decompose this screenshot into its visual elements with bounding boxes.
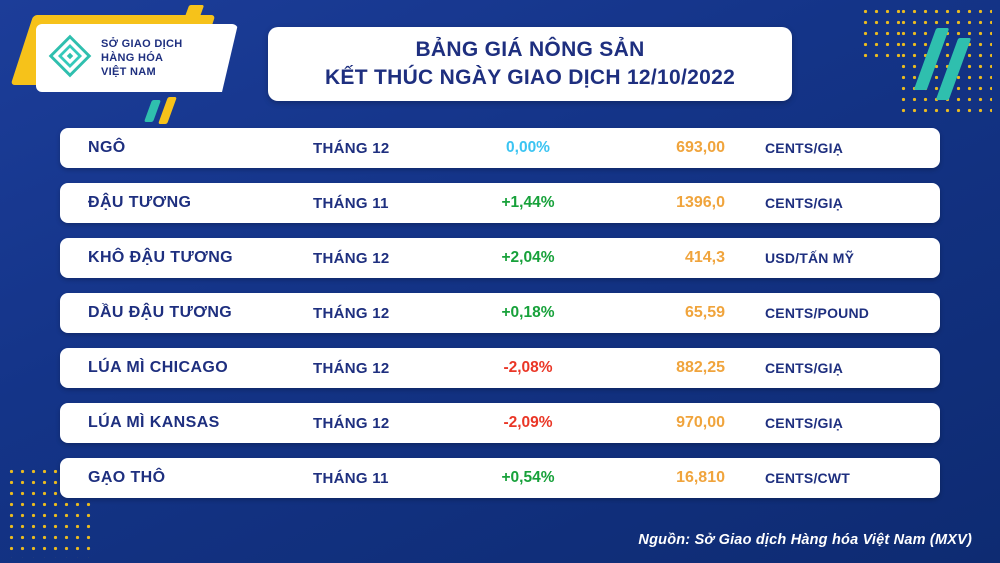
commodity-name: DẦU ĐẬU TƯƠNG — [88, 304, 233, 321]
price-unit: CENTS/GIẠ — [765, 140, 844, 156]
change-percent: -2,08% — [503, 359, 553, 376]
table-row: GẠO THÔ THÁNG 11 +0,54% 16,810 CENTS/CWT — [60, 458, 940, 498]
commodity-name: LÚA MÌ KANSAS — [88, 414, 220, 431]
price-value: 1396,0 — [676, 194, 725, 211]
change-percent: +1,44% — [501, 194, 555, 211]
contract-month: THÁNG 11 — [313, 194, 389, 212]
contract-month: THÁNG 12 — [313, 139, 390, 157]
org-name-line1: SỞ GIAO DỊCH — [101, 37, 183, 50]
change-percent: -2,09% — [503, 414, 553, 431]
yellow-slash-decoration — [158, 97, 177, 124]
price-value: 882,25 — [676, 359, 725, 376]
contract-month: THÁNG 12 — [313, 304, 390, 322]
table-row: DẦU ĐẬU TƯƠNG THÁNG 12 +0,18% 65,59 CENT… — [60, 293, 940, 333]
change-percent: +2,04% — [501, 249, 555, 266]
table-row: NGÔ THÁNG 12 0,00% 693,00 CENTS/GIẠ — [60, 128, 940, 168]
table-row: KHÔ ĐẬU TƯƠNG THÁNG 12 +2,04% 414,3 USD/… — [60, 238, 940, 278]
price-unit: CENTS/GIẠ — [765, 195, 844, 211]
org-name-line2: HÀNG HÓA — [101, 51, 164, 64]
contract-month: THÁNG 11 — [313, 469, 389, 487]
table-row: LÚA MÌ CHICAGO THÁNG 12 -2,08% 882,25 CE… — [60, 348, 940, 388]
page-title-line1: BẢNG GIÁ NÔNG SẢN — [415, 38, 645, 61]
title-box: BẢNG GIÁ NÔNG SẢN KẾT THÚC NGÀY GIAO DỊC… — [268, 27, 792, 101]
change-percent: +0,18% — [501, 304, 555, 321]
mxv-diamond-logo-icon — [48, 34, 92, 83]
price-value: 65,59 — [684, 304, 725, 321]
contract-month: THÁNG 12 — [313, 359, 390, 377]
source-text: Nguồn: Sở Giao dịch Hàng hóa Việt Nam (M… — [638, 532, 972, 548]
commodity-name: ĐẬU TƯƠNG — [88, 194, 192, 211]
price-table: NGÔ THÁNG 12 0,00% 693,00 CENTS/GIẠ ĐẬU … — [60, 128, 940, 498]
commodity-name: NGÔ — [88, 139, 126, 156]
price-value: 970,00 — [676, 414, 725, 431]
teal-slash-decoration — [143, 100, 162, 122]
contract-month: THÁNG 12 — [313, 414, 390, 432]
change-percent: 0,00% — [506, 139, 550, 156]
price-unit: CENTS/GIẠ — [765, 360, 844, 376]
price-unit: CENTS/GIẠ — [765, 415, 844, 431]
commodity-name: LÚA MÌ CHICAGO — [88, 359, 229, 376]
contract-month: THÁNG 12 — [313, 249, 390, 267]
mxv-logo-band: SỞ GIAO DỊCH HÀNG HÓA VIỆT NAM — [10, 15, 238, 92]
page-title-line2: KẾT THÚC NGÀY GIAO DỊCH 12/10/2022 — [324, 66, 736, 89]
commodity-name: KHÔ ĐẬU TƯƠNG — [88, 249, 234, 266]
price-unit: CENTS/CWT — [765, 470, 851, 486]
org-name-line3: VIỆT NAM — [101, 66, 156, 79]
change-percent: +0,54% — [501, 469, 555, 486]
price-unit: CENTS/POUND — [765, 305, 870, 321]
table-row: LÚA MÌ KANSAS THÁNG 12 -2,09% 970,00 CEN… — [60, 403, 940, 443]
price-value: 414,3 — [684, 249, 725, 266]
price-unit: USD/TẤN MỸ — [765, 250, 855, 266]
price-value: 693,00 — [676, 139, 725, 156]
commodity-name: GẠO THÔ — [88, 469, 166, 486]
price-value: 16,810 — [676, 469, 725, 486]
org-name: SỞ GIAO DỊCH HÀNG HÓA VIỆT NAM — [101, 37, 182, 80]
logo-band-white-plate: SỞ GIAO DỊCH HÀNG HÓA VIỆT NAM — [36, 24, 238, 92]
table-row: ĐẬU TƯƠNG THÁNG 11 +1,44% 1396,0 CENTS/G… — [60, 183, 940, 223]
dot-pattern-top-right-2 — [860, 6, 900, 58]
